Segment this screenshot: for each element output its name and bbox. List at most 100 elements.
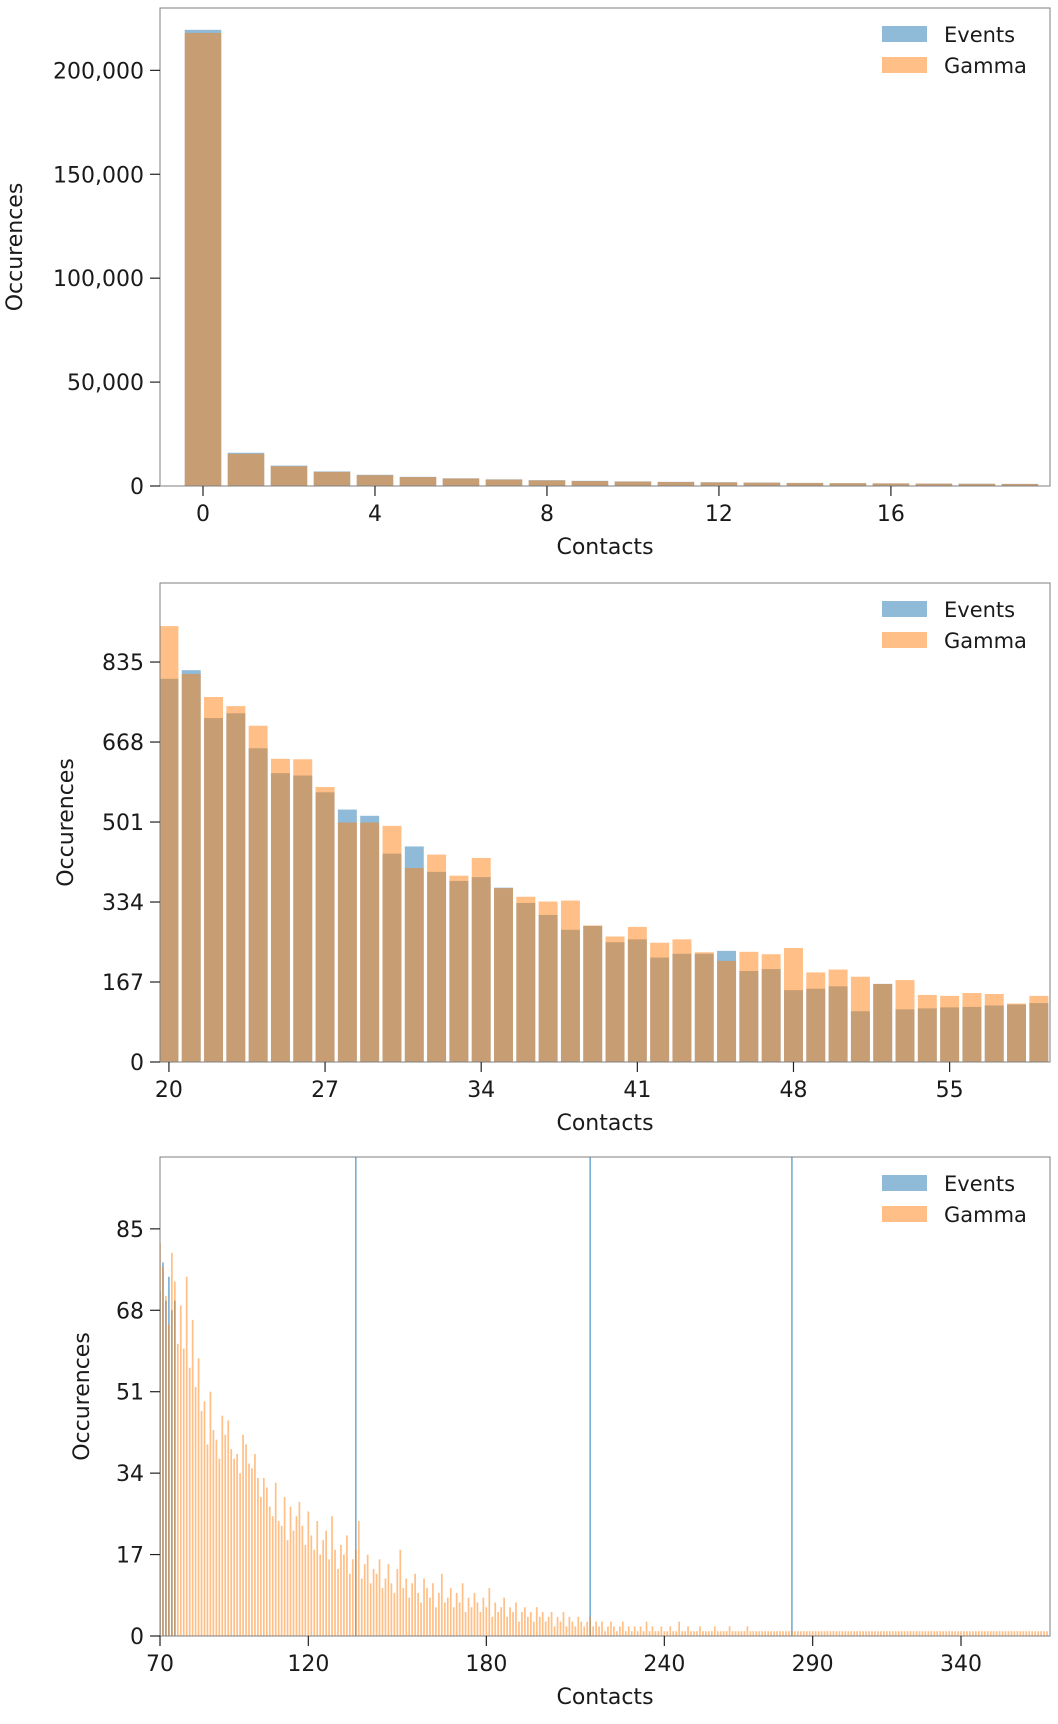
gamma-bar: [375, 1573, 378, 1636]
gamma-bar: [895, 980, 915, 1062]
gamma-bar: [382, 825, 402, 1062]
gamma-bar: [977, 1631, 980, 1636]
gamma-bar: [672, 1631, 675, 1636]
gamma-bar: [206, 1444, 209, 1636]
gamma-bar: [171, 1252, 173, 1636]
gamma-bar: [1004, 1631, 1007, 1636]
gamma-bar: [363, 1564, 366, 1636]
gamma-bar: [1037, 1631, 1039, 1636]
gamma-bar: [442, 478, 480, 486]
gamma-bar: [743, 482, 781, 486]
x-tick-label: 240: [643, 1652, 685, 1677]
y-tick-label: 50,000: [67, 371, 144, 396]
gamma-bar: [678, 1621, 681, 1636]
gamma-bar: [710, 1631, 713, 1636]
gamma-bar: [657, 1631, 660, 1636]
x-tick-label: 290: [792, 1652, 834, 1677]
gamma-bar: [357, 1521, 360, 1636]
gamma-bar: [921, 1631, 924, 1636]
gamma-bar: [179, 1305, 182, 1636]
gamma-bar: [728, 1626, 731, 1636]
gamma-bar: [888, 1631, 891, 1636]
gamma-bar: [176, 1343, 179, 1636]
gamma-bar: [621, 1621, 624, 1636]
gamma-bar: [1019, 1631, 1022, 1636]
gamma-bar: [270, 466, 308, 486]
gamma-bar: [351, 1559, 354, 1636]
gamma-bar: [969, 1631, 971, 1636]
x-tick-label: 340: [940, 1652, 982, 1677]
gamma-bar: [516, 896, 536, 1062]
gamma-bar: [1028, 1631, 1031, 1636]
gamma-bar: [307, 1511, 310, 1636]
gamma-bar: [694, 952, 714, 1062]
gamma-bar: [440, 1573, 443, 1636]
gamma-bar: [197, 1358, 200, 1636]
gamma-bar: [823, 1631, 826, 1636]
gamma-bar: [725, 1631, 728, 1636]
gamma-bar: [592, 1626, 594, 1636]
gamma-bar: [298, 1501, 301, 1636]
gamma-bar: [838, 1631, 841, 1636]
events-bar: [589, 1157, 591, 1636]
gamma-bar: [580, 1621, 583, 1636]
gamma-bar: [188, 1367, 191, 1636]
gamma-bar: [802, 1631, 805, 1636]
bars-group: [184, 29, 1039, 486]
gamma-bar: [829, 483, 867, 486]
gamma-bar: [954, 1631, 956, 1636]
gamma-bar: [847, 1631, 850, 1636]
gamma-bar: [915, 483, 953, 486]
bars-group: [160, 1157, 1048, 1636]
gamma-bar: [390, 1583, 393, 1636]
legend: Events Gamma: [882, 1172, 1027, 1227]
gamma-bar: [337, 822, 357, 1062]
gamma-bar: [369, 1583, 372, 1636]
legend-swatch-gamma: [882, 1206, 927, 1222]
gamma-bar: [449, 1588, 452, 1636]
x-tick-label: 27: [311, 1078, 339, 1103]
gamma-bar: [248, 1463, 250, 1636]
legend-label-events: Events: [944, 1172, 1015, 1196]
gamma-bar: [532, 1621, 535, 1636]
gamma-bar: [722, 1631, 725, 1636]
gamma-bar: [423, 1578, 425, 1636]
gamma-bar: [872, 483, 910, 486]
gamma-bar: [215, 1439, 218, 1636]
y-axis-title: Occurences: [54, 758, 79, 887]
gamma-bar: [204, 697, 224, 1062]
gamma-bar: [796, 1631, 799, 1636]
gamma-bar: [420, 1602, 422, 1636]
gamma-bar: [571, 481, 609, 486]
gamma-bar: [435, 1607, 437, 1636]
gamma-bar: [488, 1588, 491, 1636]
gamma-bar: [1022, 1631, 1025, 1636]
x-tick-label: 4: [368, 502, 382, 527]
gamma-bar: [411, 1583, 414, 1636]
gamma-bar: [230, 1449, 233, 1636]
gamma-bar: [828, 969, 848, 1062]
gamma-bar: [699, 1626, 701, 1636]
gamma-bar: [716, 1631, 719, 1636]
gamma-bar: [835, 1631, 838, 1636]
gamma-bar: [871, 1631, 873, 1636]
gamma-bar: [289, 1506, 292, 1636]
x-tick-label: 8: [540, 502, 554, 527]
gamma-bar: [1010, 1631, 1013, 1636]
gamma-bar: [319, 1554, 322, 1636]
gamma-bar: [529, 1612, 532, 1636]
gamma-bar: [719, 1631, 722, 1636]
gamma-bar: [274, 1482, 277, 1636]
gamma-bar: [200, 1410, 203, 1636]
y-tick-label: 167: [102, 971, 144, 996]
gamma-bar: [841, 1631, 844, 1636]
gamma-bar: [1001, 483, 1039, 486]
legend-label-events: Events: [944, 23, 1015, 47]
y-tick-label: 68: [116, 1299, 144, 1324]
gamma-bar: [651, 1626, 654, 1636]
y-tick-label: 17: [116, 1544, 144, 1569]
gamma-bar: [853, 1631, 856, 1636]
gamma-bar: [251, 1468, 253, 1636]
gamma-bar: [313, 471, 351, 486]
gamma-bar: [927, 1631, 930, 1636]
